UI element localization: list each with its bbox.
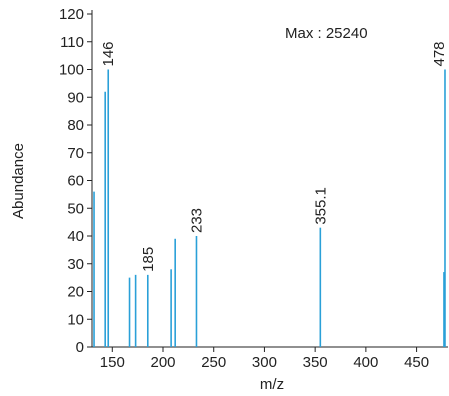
y-tick-label: 100 xyxy=(59,62,84,79)
peak-labels: 146 185 233 355.1 478 xyxy=(100,41,448,271)
peak-label: 478 xyxy=(431,41,448,66)
y-tick-label: 50 xyxy=(67,200,84,217)
x-axis-label: m/z xyxy=(260,376,284,393)
peak-label: 146 xyxy=(100,41,117,66)
x-tick-label: 150 xyxy=(100,354,125,371)
x-ticks: 150 200 250 300 350 400 450 xyxy=(100,347,429,371)
x-tick-label: 450 xyxy=(404,354,429,371)
y-tick-label: 90 xyxy=(67,89,84,106)
y-ticks: 0 10 20 30 40 50 60 70 80 90 100 110 120 xyxy=(59,6,92,356)
y-tick-label: 20 xyxy=(67,284,84,301)
peak-bars xyxy=(93,69,446,347)
x-tick-label: 300 xyxy=(252,354,277,371)
y-axis-label: Abundance xyxy=(10,143,27,219)
x-tick-label: 350 xyxy=(303,354,328,371)
y-tick-label: 80 xyxy=(67,117,84,134)
y-tick-label: 70 xyxy=(67,145,84,162)
y-tick-label: 0 xyxy=(76,339,84,356)
y-tick-label: 10 xyxy=(67,311,84,328)
x-tick-label: 250 xyxy=(201,354,226,371)
peak-label: 233 xyxy=(188,208,205,233)
peak-label: 355.1 xyxy=(312,187,329,225)
y-tick-label: 30 xyxy=(67,256,84,273)
y-tick-label: 40 xyxy=(67,228,84,245)
x-tick-label: 400 xyxy=(353,354,378,371)
x-tick-label: 200 xyxy=(150,354,175,371)
y-tick-label: 60 xyxy=(67,173,84,190)
y-tick-label: 120 xyxy=(59,6,84,23)
max-annotation: Max : 25240 xyxy=(285,25,368,42)
peak-label: 185 xyxy=(140,247,157,272)
axes xyxy=(91,10,448,348)
y-tick-label: 110 xyxy=(60,34,84,51)
